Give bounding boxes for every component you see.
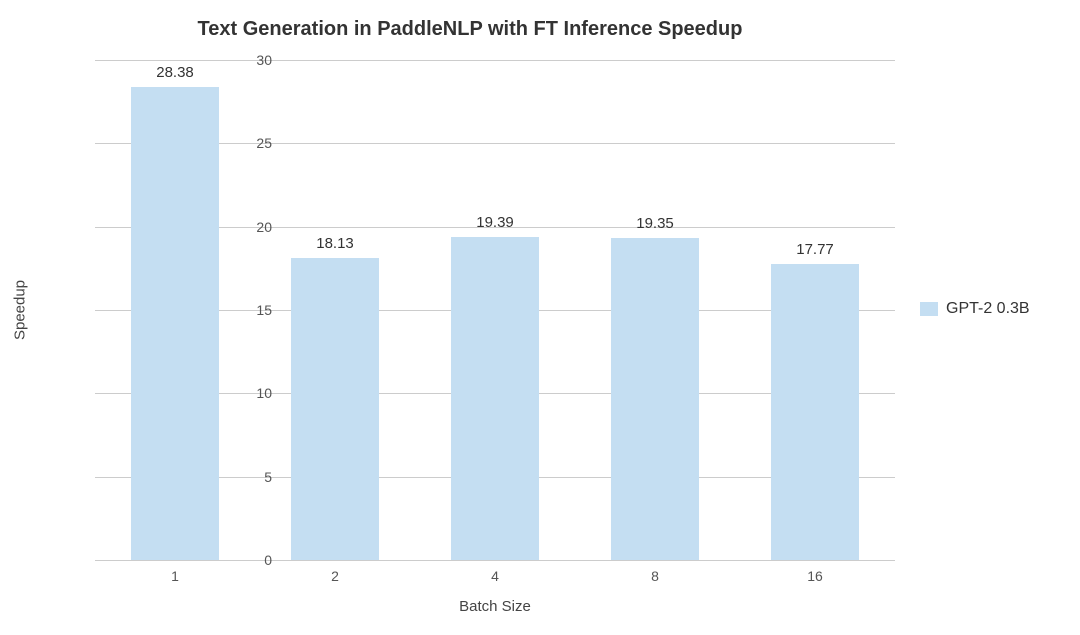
x-tick-label: 16 [807,568,823,584]
y-tick-label: 20 [192,219,272,235]
bar-value-label: 28.38 [156,64,194,81]
bar [451,237,539,560]
bar-value-label: 19.39 [476,214,514,231]
bar-value-label: 18.13 [316,235,354,252]
bar-chart: Text Generation in PaddleNLP with FT Inf… [0,0,1080,635]
y-tick-label: 30 [192,52,272,68]
y-tick-label: 10 [192,385,272,401]
x-tick-label: 1 [171,568,179,584]
legend: GPT-2 0.3B [920,300,1030,318]
bar [291,258,379,560]
chart-title: Text Generation in PaddleNLP with FT Inf… [0,18,940,41]
y-tick-label: 25 [192,135,272,151]
bar-value-label: 19.35 [636,215,674,232]
y-tick-label: 0 [192,552,272,568]
y-tick-label: 15 [192,302,272,318]
x-tick-label: 8 [651,568,659,584]
bar [771,264,859,560]
legend-label: GPT-2 0.3B [946,300,1030,318]
y-tick-label: 5 [192,469,272,485]
bar [611,238,699,561]
bar [131,87,219,560]
x-tick-label: 4 [491,568,499,584]
bar-value-label: 17.77 [796,241,834,258]
x-tick-label: 2 [331,568,339,584]
x-axis-title: Batch Size [0,598,990,615]
legend-swatch [920,302,938,316]
y-axis-title: Speedup [12,280,29,340]
